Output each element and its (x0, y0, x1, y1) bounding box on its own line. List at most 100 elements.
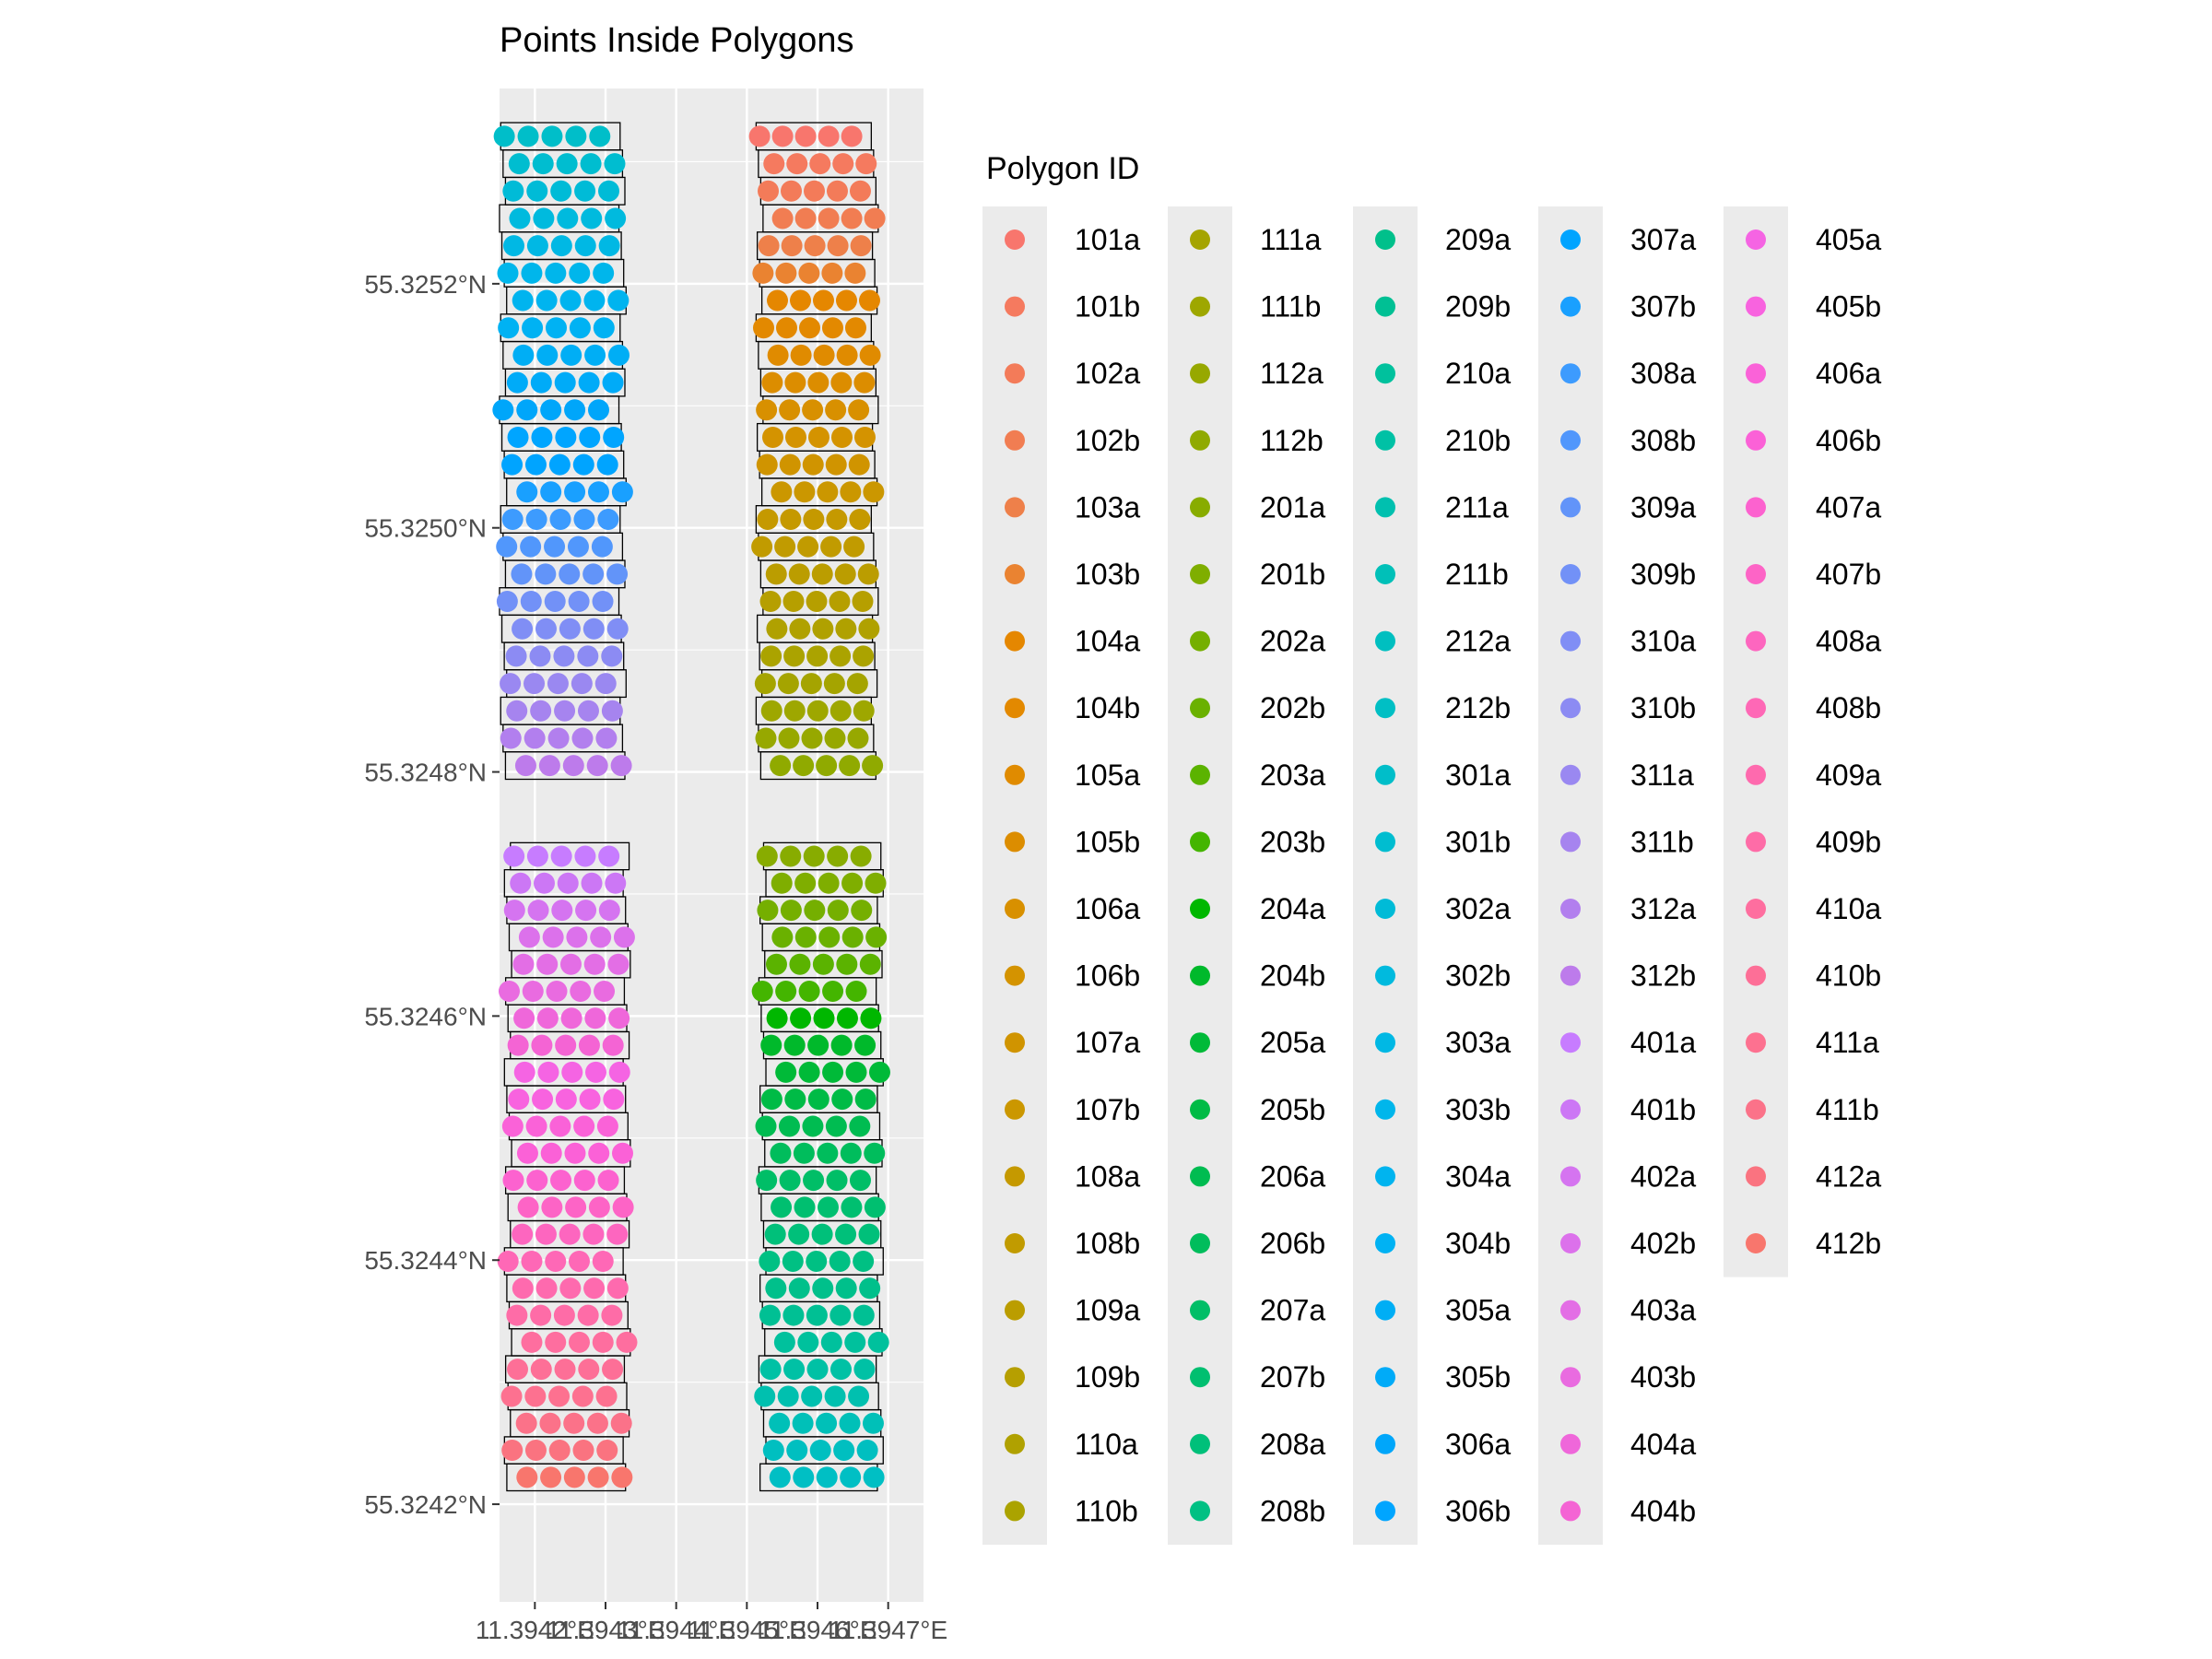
point-110b-5 (853, 645, 875, 667)
point-309a-1 (511, 563, 533, 585)
legend-key-203b (1190, 831, 1210, 853)
legend-label-107b: 107b (1075, 1093, 1140, 1126)
point-103a-4 (827, 235, 849, 257)
point-305b-4 (578, 371, 600, 394)
legend-label-405b: 405b (1816, 290, 1881, 324)
point-410b-5 (602, 1359, 624, 1381)
legend-label-207b: 207b (1260, 1360, 1325, 1394)
point-308a-2 (525, 508, 547, 530)
legend-label-301a: 301a (1445, 759, 1511, 792)
point-305a-4 (584, 344, 606, 366)
legend-label-109b: 109b (1075, 1360, 1140, 1394)
point-212b-4 (840, 1466, 862, 1488)
point-401a-4 (574, 845, 596, 867)
point-310a-2 (535, 618, 557, 640)
legend-key-110b (1005, 1500, 1025, 1522)
point-201b-5 (865, 872, 887, 894)
point-307b-4 (587, 481, 609, 503)
point-210b-4 (830, 1359, 852, 1381)
point-208a-5 (858, 1223, 880, 1245)
point-305b-5 (602, 371, 624, 394)
legend-key-303a (1375, 1032, 1395, 1053)
point-110b-3 (806, 645, 829, 667)
legend-key-302a (1375, 899, 1395, 919)
point-403a-3 (559, 953, 582, 975)
point-306b-1 (507, 426, 529, 448)
x-tick-label-2: 11.3944°E (617, 1616, 735, 1644)
point-202a-5 (851, 900, 873, 922)
point-202a-4 (827, 900, 849, 922)
point-306a-2 (516, 399, 538, 421)
legend-label-108a: 108a (1075, 1159, 1140, 1193)
point-304b-1 (498, 317, 520, 339)
y-tick-label-1: 55.3244°N (364, 1246, 487, 1275)
legend-items: 101a 101b 102a 102b 103a 103b 104a 104b 105a 105b… (982, 206, 1881, 1545)
point-102a-3 (803, 180, 825, 202)
point-302a-5 (597, 180, 619, 202)
legend-key-408b (1746, 698, 1766, 719)
point-401a-1 (503, 845, 525, 867)
point-206a-2 (778, 1115, 800, 1137)
point-108b-5 (843, 535, 865, 558)
point-208b-1 (759, 1250, 781, 1272)
legend-key-207a (1190, 1300, 1210, 1321)
point-210b-1 (759, 1359, 782, 1381)
point-102a-5 (849, 180, 871, 202)
legend-label-103a: 103a (1075, 490, 1140, 524)
point-105a-1 (767, 344, 789, 366)
point-412b-5 (611, 1466, 633, 1488)
point-201b-4 (841, 872, 864, 894)
point-207b-3 (817, 1196, 839, 1218)
point-405b-2 (532, 1088, 554, 1111)
point-210a-3 (820, 1331, 842, 1353)
point-310a-5 (606, 618, 629, 640)
point-407a-4 (573, 1170, 595, 1192)
point-412b-1 (516, 1466, 538, 1488)
legend-key-105b (1005, 831, 1025, 853)
point-310b-4 (577, 645, 599, 667)
point-301a-2 (517, 125, 539, 147)
legend-key-108b (1005, 1233, 1025, 1253)
point-104b-2 (776, 317, 798, 339)
point-306a-3 (540, 399, 562, 421)
point-306b-3 (555, 426, 577, 448)
legend: Polygon ID 101a101b102a102b103a103b104a1… (982, 151, 1881, 1545)
point-107b-4 (840, 481, 862, 503)
legend-key-column-4 (1538, 206, 1603, 1545)
point-106a-5 (848, 399, 870, 421)
legend-label-204b: 204b (1260, 959, 1325, 993)
point-408a-1 (512, 1223, 534, 1245)
point-306b-5 (603, 426, 625, 448)
point-407a-2 (526, 1170, 548, 1192)
point-402a-2 (527, 900, 549, 922)
point-305b-3 (554, 371, 576, 394)
point-303a-4 (574, 235, 596, 257)
point-108a-5 (849, 508, 871, 530)
legend-label-105a: 105a (1075, 759, 1140, 792)
point-402b-2 (542, 926, 564, 948)
legend-label-410a: 410a (1816, 892, 1881, 925)
legend-key-405a (1746, 229, 1766, 250)
point-101a-3 (794, 125, 817, 147)
point-207b-4 (841, 1196, 863, 1218)
legend-label-203a: 203a (1260, 759, 1325, 792)
point-105b-3 (807, 371, 830, 394)
point-202b-4 (841, 926, 864, 948)
point-411b-5 (610, 1412, 632, 1434)
legend-label-305b: 305b (1445, 1360, 1511, 1394)
legend-label-103b: 103b (1075, 558, 1140, 591)
point-303a-5 (598, 235, 620, 257)
legend-key-206b (1190, 1233, 1210, 1253)
point-204b-5 (854, 1034, 877, 1056)
legend-key-305a (1375, 1300, 1395, 1321)
point-411a-4 (571, 1385, 594, 1407)
point-212b-3 (816, 1466, 838, 1488)
point-305a-5 (608, 344, 630, 366)
point-107a-2 (779, 453, 801, 476)
point-106b-1 (762, 426, 784, 448)
point-208b-4 (829, 1250, 851, 1272)
point-110a-3 (812, 618, 834, 640)
point-112b-1 (770, 755, 792, 777)
point-108b-1 (751, 535, 773, 558)
